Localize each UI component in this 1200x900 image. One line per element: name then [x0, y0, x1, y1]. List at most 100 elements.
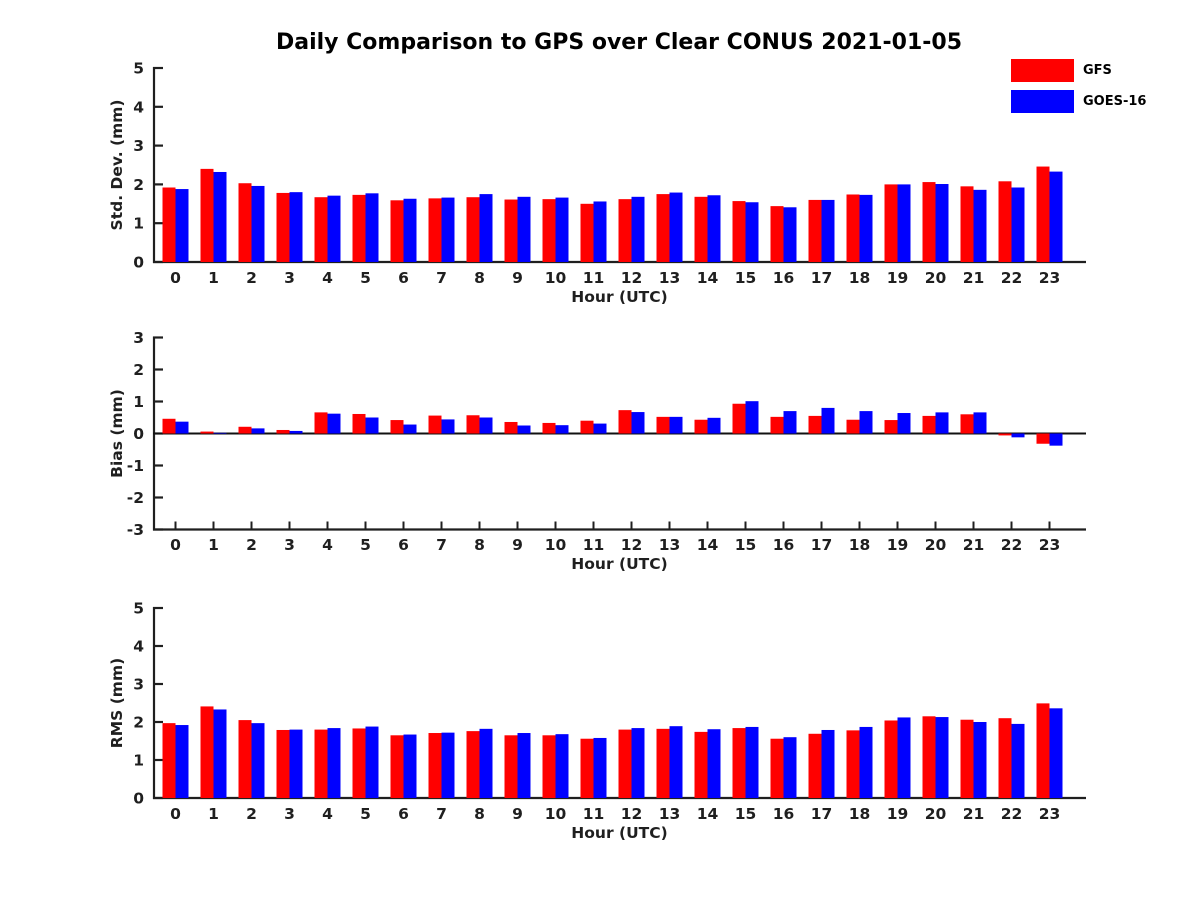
bar-goes16-hour-18	[859, 726, 873, 798]
x-tick-label: 16	[773, 536, 795, 554]
x-tick-label: 9	[512, 269, 523, 287]
bar-goes16-hour-22	[1011, 433, 1025, 438]
bar-goes16-hour-0	[175, 725, 189, 798]
bar-goes16-hour-2	[251, 185, 265, 262]
x-tick-label: 18	[849, 269, 871, 287]
bar-goes16-hour-1	[213, 709, 227, 798]
bar-gfs-hour-6	[390, 420, 404, 434]
x-tick-label: 19	[887, 269, 909, 287]
bar-goes16-hour-7	[441, 197, 455, 262]
bar-goes16-hour-17	[821, 729, 835, 798]
bar-gfs-hour-13	[656, 194, 670, 262]
bar-goes16-hour-6	[403, 734, 417, 798]
bar-goes16-hour-5	[365, 417, 379, 434]
bar-goes16-hour-16	[783, 207, 797, 262]
x-tick-label: 3	[284, 269, 295, 287]
bar-goes16-hour-20	[935, 184, 949, 262]
chart-title: Daily Comparison to GPS over Clear CONUS…	[275, 30, 963, 55]
bar-goes16-hour-1	[213, 171, 227, 262]
bar-goes16-hour-16	[783, 411, 797, 434]
bar-gfs-hour-0	[162, 418, 176, 434]
bar-goes16-hour-22	[1011, 723, 1025, 798]
x-tick-label: 1	[208, 805, 219, 823]
bar-gfs-hour-14	[694, 419, 708, 434]
bar-gfs-hour-10	[542, 735, 556, 798]
bar-gfs-hour-16	[770, 416, 784, 434]
y-tick-label: -1	[127, 457, 144, 475]
bar-goes16-hour-10	[555, 425, 569, 434]
x-tick-label: 17	[811, 536, 833, 554]
x-tick-label: 17	[811, 269, 833, 287]
bar-goes16-hour-20	[935, 412, 949, 434]
bar-goes16-hour-9	[517, 196, 531, 262]
bar-gfs-hour-3	[276, 729, 290, 798]
bar-gfs-hour-7	[428, 198, 442, 262]
bar-gfs-hour-21	[960, 186, 974, 262]
x-tick-label: 6	[398, 536, 409, 554]
bar-gfs-hour-13	[656, 416, 670, 434]
bar-gfs-hour-10	[542, 422, 556, 434]
bar-goes16-hour-19	[897, 717, 911, 798]
x-tick-label: 5	[360, 536, 371, 554]
legend-swatch-gfs-icon	[1011, 59, 1074, 82]
bar-goes16-hour-10	[555, 734, 569, 798]
bar-goes16-hour-11	[593, 201, 607, 262]
bar-gfs-hour-22	[998, 433, 1012, 436]
bar-gfs-hour-15	[732, 403, 746, 434]
bar-goes16-hour-5	[365, 726, 379, 798]
bar-gfs-hour-2	[238, 720, 252, 798]
bar-gfs-hour-23	[1036, 166, 1050, 262]
x-tick-label: 7	[436, 269, 447, 287]
bar-gfs-hour-15	[732, 201, 746, 262]
x-tick-label: 13	[659, 536, 681, 554]
bar-goes16-hour-8	[479, 194, 493, 262]
x-tick-label: 2	[246, 536, 257, 554]
bar-goes16-hour-10	[555, 197, 569, 262]
x-tick-label: 22	[1001, 536, 1023, 554]
y-axis-title: Std. Dev. (mm)	[108, 100, 126, 231]
legend-item-gfs: GFS	[1011, 59, 1146, 82]
bar-gfs-hour-19	[884, 184, 898, 262]
bar-gfs-hour-11	[580, 738, 594, 798]
y-tick-label: 4	[133, 98, 144, 116]
bar-goes16-hour-21	[973, 412, 987, 434]
y-tick-label: -3	[127, 521, 144, 539]
bar-gfs-hour-12	[618, 410, 632, 434]
bar-gfs-hour-14	[694, 731, 708, 798]
x-tick-label: 4	[322, 536, 333, 554]
x-tick-label: 22	[1001, 805, 1023, 823]
x-axis-title: Hour (UTC)	[571, 288, 667, 306]
y-tick-label: 1	[133, 393, 144, 411]
bar-gfs-hour-8	[466, 731, 480, 798]
y-tick-label: 3	[133, 137, 144, 155]
bar-goes16-hour-1	[213, 432, 227, 434]
y-tick-label: 1	[133, 215, 144, 233]
x-tick-label: 1	[208, 269, 219, 287]
bar-goes16-hour-14	[707, 417, 721, 434]
x-tick-label: 6	[398, 805, 409, 823]
x-tick-label: 4	[322, 269, 333, 287]
x-tick-label: 9	[512, 536, 523, 554]
legend-label-gfs: GFS	[1083, 63, 1112, 78]
x-tick-label: 22	[1001, 269, 1023, 287]
bar-gfs-hour-7	[428, 733, 442, 798]
bar-gfs-hour-13	[656, 728, 670, 798]
bar-gfs-hour-23	[1036, 433, 1050, 444]
y-tick-label: 0	[133, 254, 144, 272]
bar-gfs-hour-16	[770, 206, 784, 262]
x-tick-label: 0	[170, 536, 181, 554]
x-tick-label: 23	[1039, 536, 1061, 554]
bar-goes16-hour-15	[745, 202, 759, 262]
bar-gfs-hour-0	[162, 187, 176, 262]
x-tick-label: 17	[811, 805, 833, 823]
y-tick-label: 2	[133, 361, 144, 379]
bar-goes16-hour-11	[593, 423, 607, 434]
y-axis-title: RMS (mm)	[108, 658, 126, 748]
x-tick-label: 18	[849, 536, 871, 554]
x-tick-label: 5	[360, 269, 371, 287]
x-axis-title: Hour (UTC)	[571, 824, 667, 842]
bar-gfs-hour-5	[352, 413, 366, 434]
